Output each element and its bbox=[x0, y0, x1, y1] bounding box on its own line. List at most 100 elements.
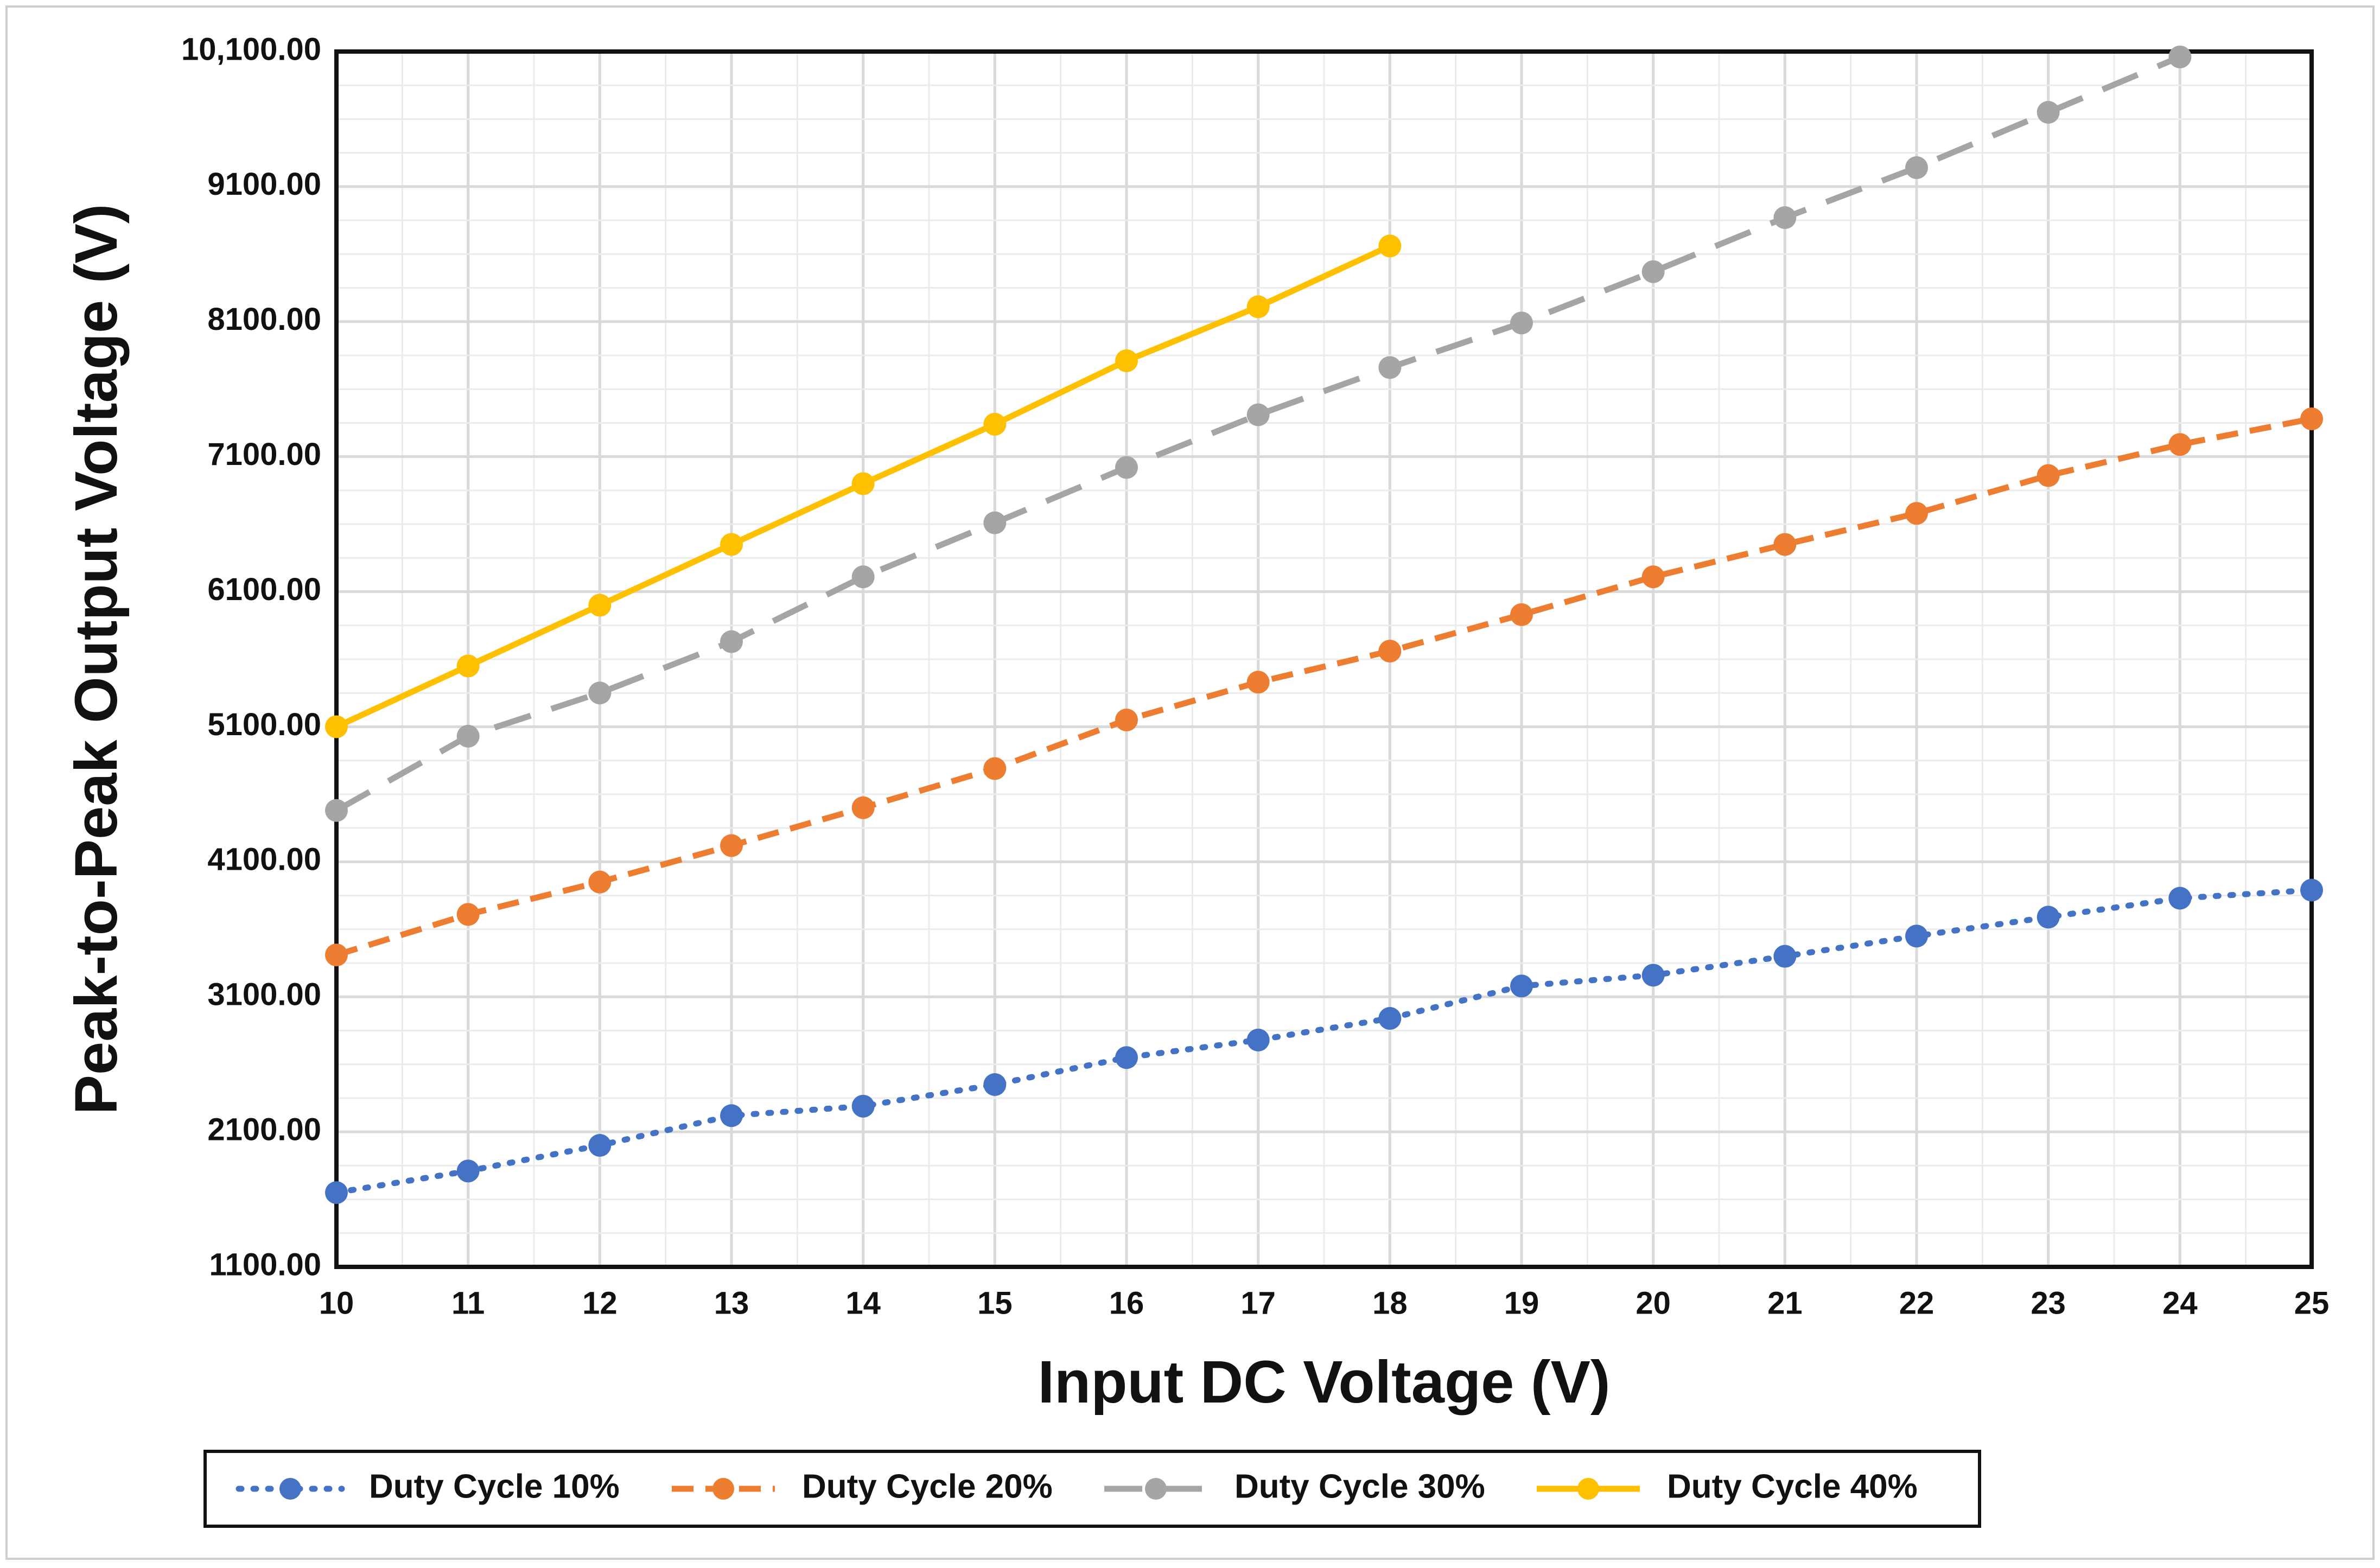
legend: Duty Cycle 10% Duty Cycle 20% Duty Cycle 3… bbox=[203, 1450, 1981, 1528]
data-point bbox=[1378, 640, 1402, 663]
x-axis-title: Input DC Voltage (V) bbox=[1038, 1349, 1610, 1416]
y-tick-label: 6100.00 bbox=[207, 572, 321, 607]
data-point bbox=[1773, 206, 1797, 230]
series-4 bbox=[325, 234, 1402, 738]
data-point bbox=[2300, 407, 2323, 430]
y-axis-title: Peak-to-Peak Output Voltage (V) bbox=[63, 204, 130, 1115]
x-tick-label: 24 bbox=[2162, 1286, 2198, 1321]
data-point bbox=[325, 799, 348, 822]
data-point bbox=[983, 412, 1007, 436]
data-point bbox=[2037, 464, 2060, 487]
x-tick-label: 10 bbox=[319, 1286, 354, 1321]
legend-swatch-marker bbox=[1145, 1478, 1167, 1500]
y-tick-label: 8100.00 bbox=[207, 302, 321, 337]
data-point bbox=[983, 1073, 1007, 1096]
legend-box bbox=[203, 1450, 1981, 1528]
x-tick-label: 17 bbox=[1240, 1286, 1276, 1321]
data-point bbox=[1378, 234, 1402, 258]
data-point bbox=[1378, 356, 1402, 379]
data-point bbox=[851, 1094, 875, 1118]
data-point bbox=[1773, 945, 1797, 968]
series-line bbox=[335, 416, 2313, 958]
data-point bbox=[456, 724, 480, 748]
data-point bbox=[720, 1104, 743, 1127]
series-1 bbox=[325, 878, 2323, 1204]
x-tick-label: 18 bbox=[1372, 1286, 1408, 1321]
data-point bbox=[2037, 101, 2060, 124]
y-tick-label: 4100.00 bbox=[207, 842, 321, 877]
data-point bbox=[720, 834, 743, 857]
data-point bbox=[2037, 906, 2060, 929]
data-point bbox=[1773, 533, 1797, 556]
x-tick-label: 22 bbox=[1899, 1286, 1934, 1321]
data-point bbox=[1905, 925, 1928, 948]
data-point bbox=[1115, 709, 1138, 731]
data-point bbox=[720, 533, 743, 556]
data-point bbox=[1905, 156, 1928, 180]
series-layer bbox=[325, 45, 2323, 1204]
series-line bbox=[333, 887, 2315, 1196]
data-point bbox=[1641, 565, 1665, 589]
legend-label: Duty Cycle 30% bbox=[1234, 1468, 1485, 1505]
x-tick-label: 16 bbox=[1109, 1286, 1144, 1321]
series-3 bbox=[325, 45, 2192, 822]
data-point bbox=[1115, 1046, 1138, 1069]
plot-area bbox=[334, 49, 2314, 1269]
x-tick-label: 19 bbox=[1504, 1286, 1539, 1321]
series-2 bbox=[325, 407, 2323, 967]
legend-label: Duty Cycle 40% bbox=[1667, 1468, 1918, 1505]
data-point bbox=[2168, 45, 2192, 68]
x-tick-label: 15 bbox=[977, 1286, 1013, 1321]
x-tick-label: 12 bbox=[582, 1286, 618, 1321]
grid bbox=[336, 52, 2312, 1267]
data-point bbox=[851, 796, 875, 819]
y-tick-label: 10,100.00 bbox=[181, 31, 321, 67]
data-point bbox=[1510, 603, 1533, 626]
y-tick-label: 1100.00 bbox=[209, 1247, 321, 1282]
data-point bbox=[720, 630, 743, 653]
y-tick-label: 7100.00 bbox=[207, 437, 321, 472]
legend-swatch-marker bbox=[1577, 1478, 1599, 1500]
y-tick-label: 9100.00 bbox=[207, 167, 321, 202]
data-point bbox=[1246, 295, 1270, 318]
x-tick-label: 23 bbox=[2031, 1286, 2066, 1321]
data-point bbox=[2168, 887, 2192, 910]
data-point bbox=[1246, 1028, 1270, 1051]
legend-label: Duty Cycle 20% bbox=[802, 1468, 1053, 1505]
data-point bbox=[325, 944, 348, 967]
y-tick-label: 5100.00 bbox=[207, 707, 321, 742]
data-point bbox=[1641, 964, 1665, 987]
data-point bbox=[588, 681, 612, 705]
data-point bbox=[983, 511, 1007, 534]
x-tick-label: 11 bbox=[451, 1286, 485, 1321]
tick-labels: 1100.00 2100.00 3100.00 4100.00 5100.00 6100.… bbox=[181, 31, 2329, 1321]
y-tick-label: 2100.00 bbox=[207, 1112, 321, 1147]
y-tick-label: 3100.00 bbox=[207, 977, 321, 1012]
data-point bbox=[1246, 403, 1270, 426]
data-point bbox=[588, 870, 612, 894]
data-point bbox=[851, 472, 875, 495]
legend-label: Duty Cycle 10% bbox=[369, 1468, 620, 1505]
x-tick-label: 25 bbox=[2294, 1286, 2330, 1321]
data-point bbox=[1510, 311, 1533, 335]
data-point bbox=[1115, 456, 1138, 479]
data-point bbox=[983, 757, 1007, 780]
x-tick-label: 13 bbox=[714, 1286, 749, 1321]
figure-border bbox=[5, 5, 2375, 1560]
legend-swatch-marker bbox=[279, 1478, 301, 1500]
data-point bbox=[456, 1159, 480, 1183]
data-point bbox=[588, 594, 612, 617]
x-tick-label: 14 bbox=[845, 1286, 881, 1321]
data-point bbox=[2300, 878, 2323, 902]
data-point bbox=[588, 1134, 612, 1157]
data-point bbox=[1378, 1007, 1402, 1030]
data-point bbox=[851, 565, 875, 589]
data-point bbox=[1905, 502, 1928, 525]
x-tick-label: 21 bbox=[1767, 1286, 1803, 1321]
x-tick-label: 20 bbox=[1636, 1286, 1671, 1321]
data-point bbox=[325, 715, 348, 738]
legend-swatch-marker bbox=[712, 1478, 734, 1500]
data-point bbox=[456, 654, 480, 678]
